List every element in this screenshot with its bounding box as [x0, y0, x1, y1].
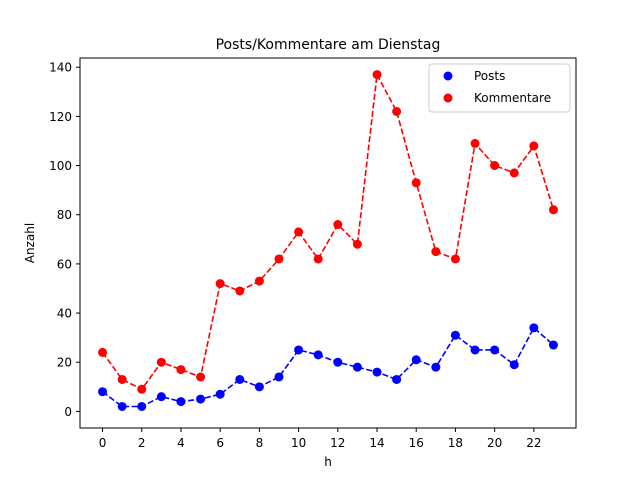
chart-title: Posts/Kommentare am Dienstag [216, 37, 441, 53]
x-axis-label: h [324, 455, 332, 469]
data-point-kommentare [392, 106, 402, 116]
x-tick-label: 6 [216, 436, 224, 450]
data-point-kommentare [117, 374, 127, 384]
x-tick-label: 4 [177, 436, 185, 450]
data-point-posts [470, 345, 480, 355]
data-point-posts [196, 394, 206, 404]
data-point-posts [117, 401, 127, 411]
data-point-kommentare [137, 384, 147, 394]
data-point-kommentare [431, 247, 441, 257]
x-tick-label: 8 [256, 436, 264, 450]
y-tick-label: 80 [57, 208, 72, 222]
data-point-kommentare [529, 141, 539, 151]
data-point-kommentare [274, 254, 284, 264]
legend-marker-kommentare [443, 93, 453, 103]
data-point-kommentare [509, 168, 519, 178]
axis-ticks: 0 2 4 6 8 10 12 14 16 18 20 22 0 20 40 60 80 100 120 140 [49, 61, 541, 450]
x-tick-label: 10 [291, 436, 306, 450]
data-point-posts [98, 387, 108, 397]
y-tick-label: 120 [49, 110, 72, 124]
data-point-kommentare [156, 357, 166, 367]
legend-label-kommentare: Kommentare [474, 91, 551, 105]
x-tick-label: 16 [409, 436, 424, 450]
y-tick-label: 0 [64, 405, 72, 419]
data-point-posts [352, 362, 362, 372]
data-point-posts [235, 374, 245, 384]
data-point-posts [333, 357, 343, 367]
x-tick-label: 12 [330, 436, 345, 450]
data-point-posts [215, 389, 225, 399]
series-layer [98, 70, 558, 411]
data-point-kommentare [411, 178, 421, 188]
data-point-kommentare [176, 365, 186, 375]
x-tick-label: 22 [526, 436, 541, 450]
y-axis-label: Anzahl [23, 223, 37, 263]
data-point-kommentare [548, 205, 558, 215]
y-tick-label: 20 [57, 356, 72, 370]
data-point-kommentare [215, 279, 225, 289]
y-tick-label: 60 [57, 257, 72, 271]
y-tick-label: 100 [49, 159, 72, 173]
data-point-posts [313, 350, 323, 360]
data-point-posts [176, 397, 186, 407]
legend-box [428, 63, 571, 113]
series-posts [98, 323, 558, 411]
data-point-kommentare [372, 70, 382, 80]
data-point-posts [509, 360, 519, 370]
data-point-posts [254, 382, 264, 392]
plot-frame [79, 57, 577, 429]
data-point-posts [548, 340, 558, 350]
series-kommentare [98, 70, 558, 394]
data-point-kommentare [294, 227, 304, 237]
data-point-kommentare [196, 372, 206, 382]
data-point-posts [372, 367, 382, 377]
x-tick-label: 14 [369, 436, 384, 450]
data-point-posts [529, 323, 539, 333]
y-tick-label: 40 [57, 307, 72, 321]
data-point-kommentare [470, 138, 480, 148]
x-tick-label: 20 [487, 436, 502, 450]
data-point-kommentare [490, 161, 500, 171]
data-point-posts [450, 330, 460, 340]
data-point-kommentare [254, 276, 264, 286]
data-point-kommentare [235, 286, 245, 296]
data-point-posts [137, 401, 147, 411]
data-point-posts [411, 355, 421, 365]
data-point-posts [294, 345, 304, 355]
data-point-kommentare [352, 239, 362, 249]
y-tick-label: 140 [49, 61, 72, 75]
x-tick-label: 18 [448, 436, 463, 450]
data-point-kommentare [98, 347, 108, 357]
data-point-posts [274, 372, 284, 382]
data-point-kommentare [313, 254, 323, 264]
legend-label-posts: Posts [474, 69, 505, 83]
x-tick-label: 2 [138, 436, 146, 450]
legend-marker-posts [443, 71, 453, 81]
data-point-posts [156, 392, 166, 402]
data-point-kommentare [450, 254, 460, 264]
data-point-posts [392, 374, 402, 384]
data-point-posts [431, 362, 441, 372]
data-point-posts [490, 345, 500, 355]
data-point-kommentare [333, 220, 343, 230]
legend: Posts Kommentare [428, 63, 571, 113]
x-tick-label: 0 [99, 436, 107, 450]
